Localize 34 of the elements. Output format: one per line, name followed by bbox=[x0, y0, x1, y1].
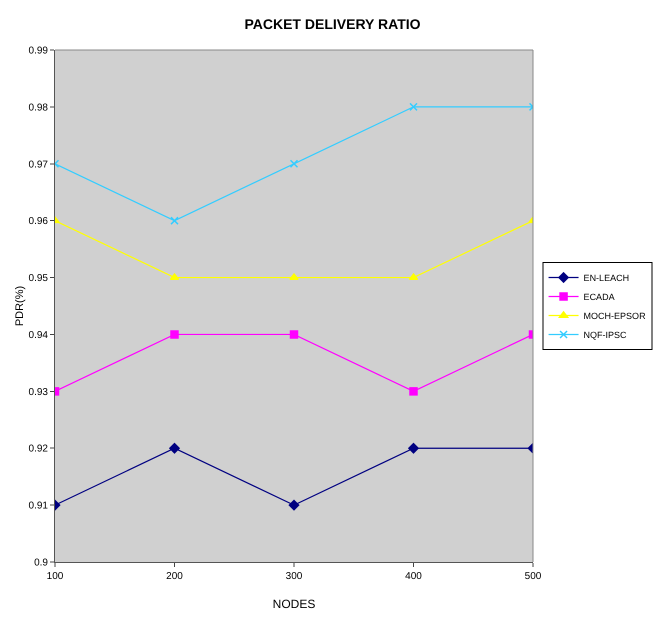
y-axis-title: PDR(%) bbox=[14, 286, 26, 326]
point bbox=[170, 330, 179, 339]
y-tick-label: 0.99 bbox=[28, 46, 48, 56]
point bbox=[169, 442, 180, 454]
point bbox=[409, 102, 418, 112]
point bbox=[409, 387, 418, 396]
x-tick-label: 200 bbox=[166, 571, 184, 582]
legend-label: ECADA bbox=[584, 292, 615, 302]
y-tick-label: 0.92 bbox=[28, 444, 48, 455]
point bbox=[290, 160, 298, 168]
y-tick-label: 0.91 bbox=[28, 500, 48, 512]
point bbox=[289, 273, 299, 280]
point bbox=[288, 500, 300, 510]
point bbox=[408, 442, 419, 454]
y-tick-label: 0.96 bbox=[28, 216, 48, 228]
legend-label: EN-LEACH bbox=[584, 273, 630, 284]
y-tick-label: 0.95 bbox=[28, 273, 48, 284]
point bbox=[170, 273, 180, 280]
x-tick-label: 500 bbox=[524, 571, 542, 582]
point bbox=[170, 216, 179, 225]
legend-label: MOCH-EPSOR bbox=[584, 311, 646, 322]
y-tick-label: 0.97 bbox=[28, 159, 48, 170]
x-tick-label: 300 bbox=[286, 571, 303, 582]
x-axis-title: NODES bbox=[272, 597, 316, 611]
y-tick-label: 0.9 bbox=[34, 558, 48, 568]
x-tick-label: 400 bbox=[405, 571, 422, 582]
y-tick-label: 0.98 bbox=[28, 102, 48, 114]
y-tick-label: 0.94 bbox=[28, 330, 48, 341]
chart-title: PACKET DELIVERY RATIO bbox=[244, 16, 421, 32]
x-tick-label: 100 bbox=[46, 571, 64, 582]
point bbox=[290, 330, 298, 339]
legend-label: NQF-IPSC bbox=[584, 330, 628, 340]
point bbox=[408, 273, 418, 280]
y-tick-label: 0.93 bbox=[28, 386, 48, 398]
